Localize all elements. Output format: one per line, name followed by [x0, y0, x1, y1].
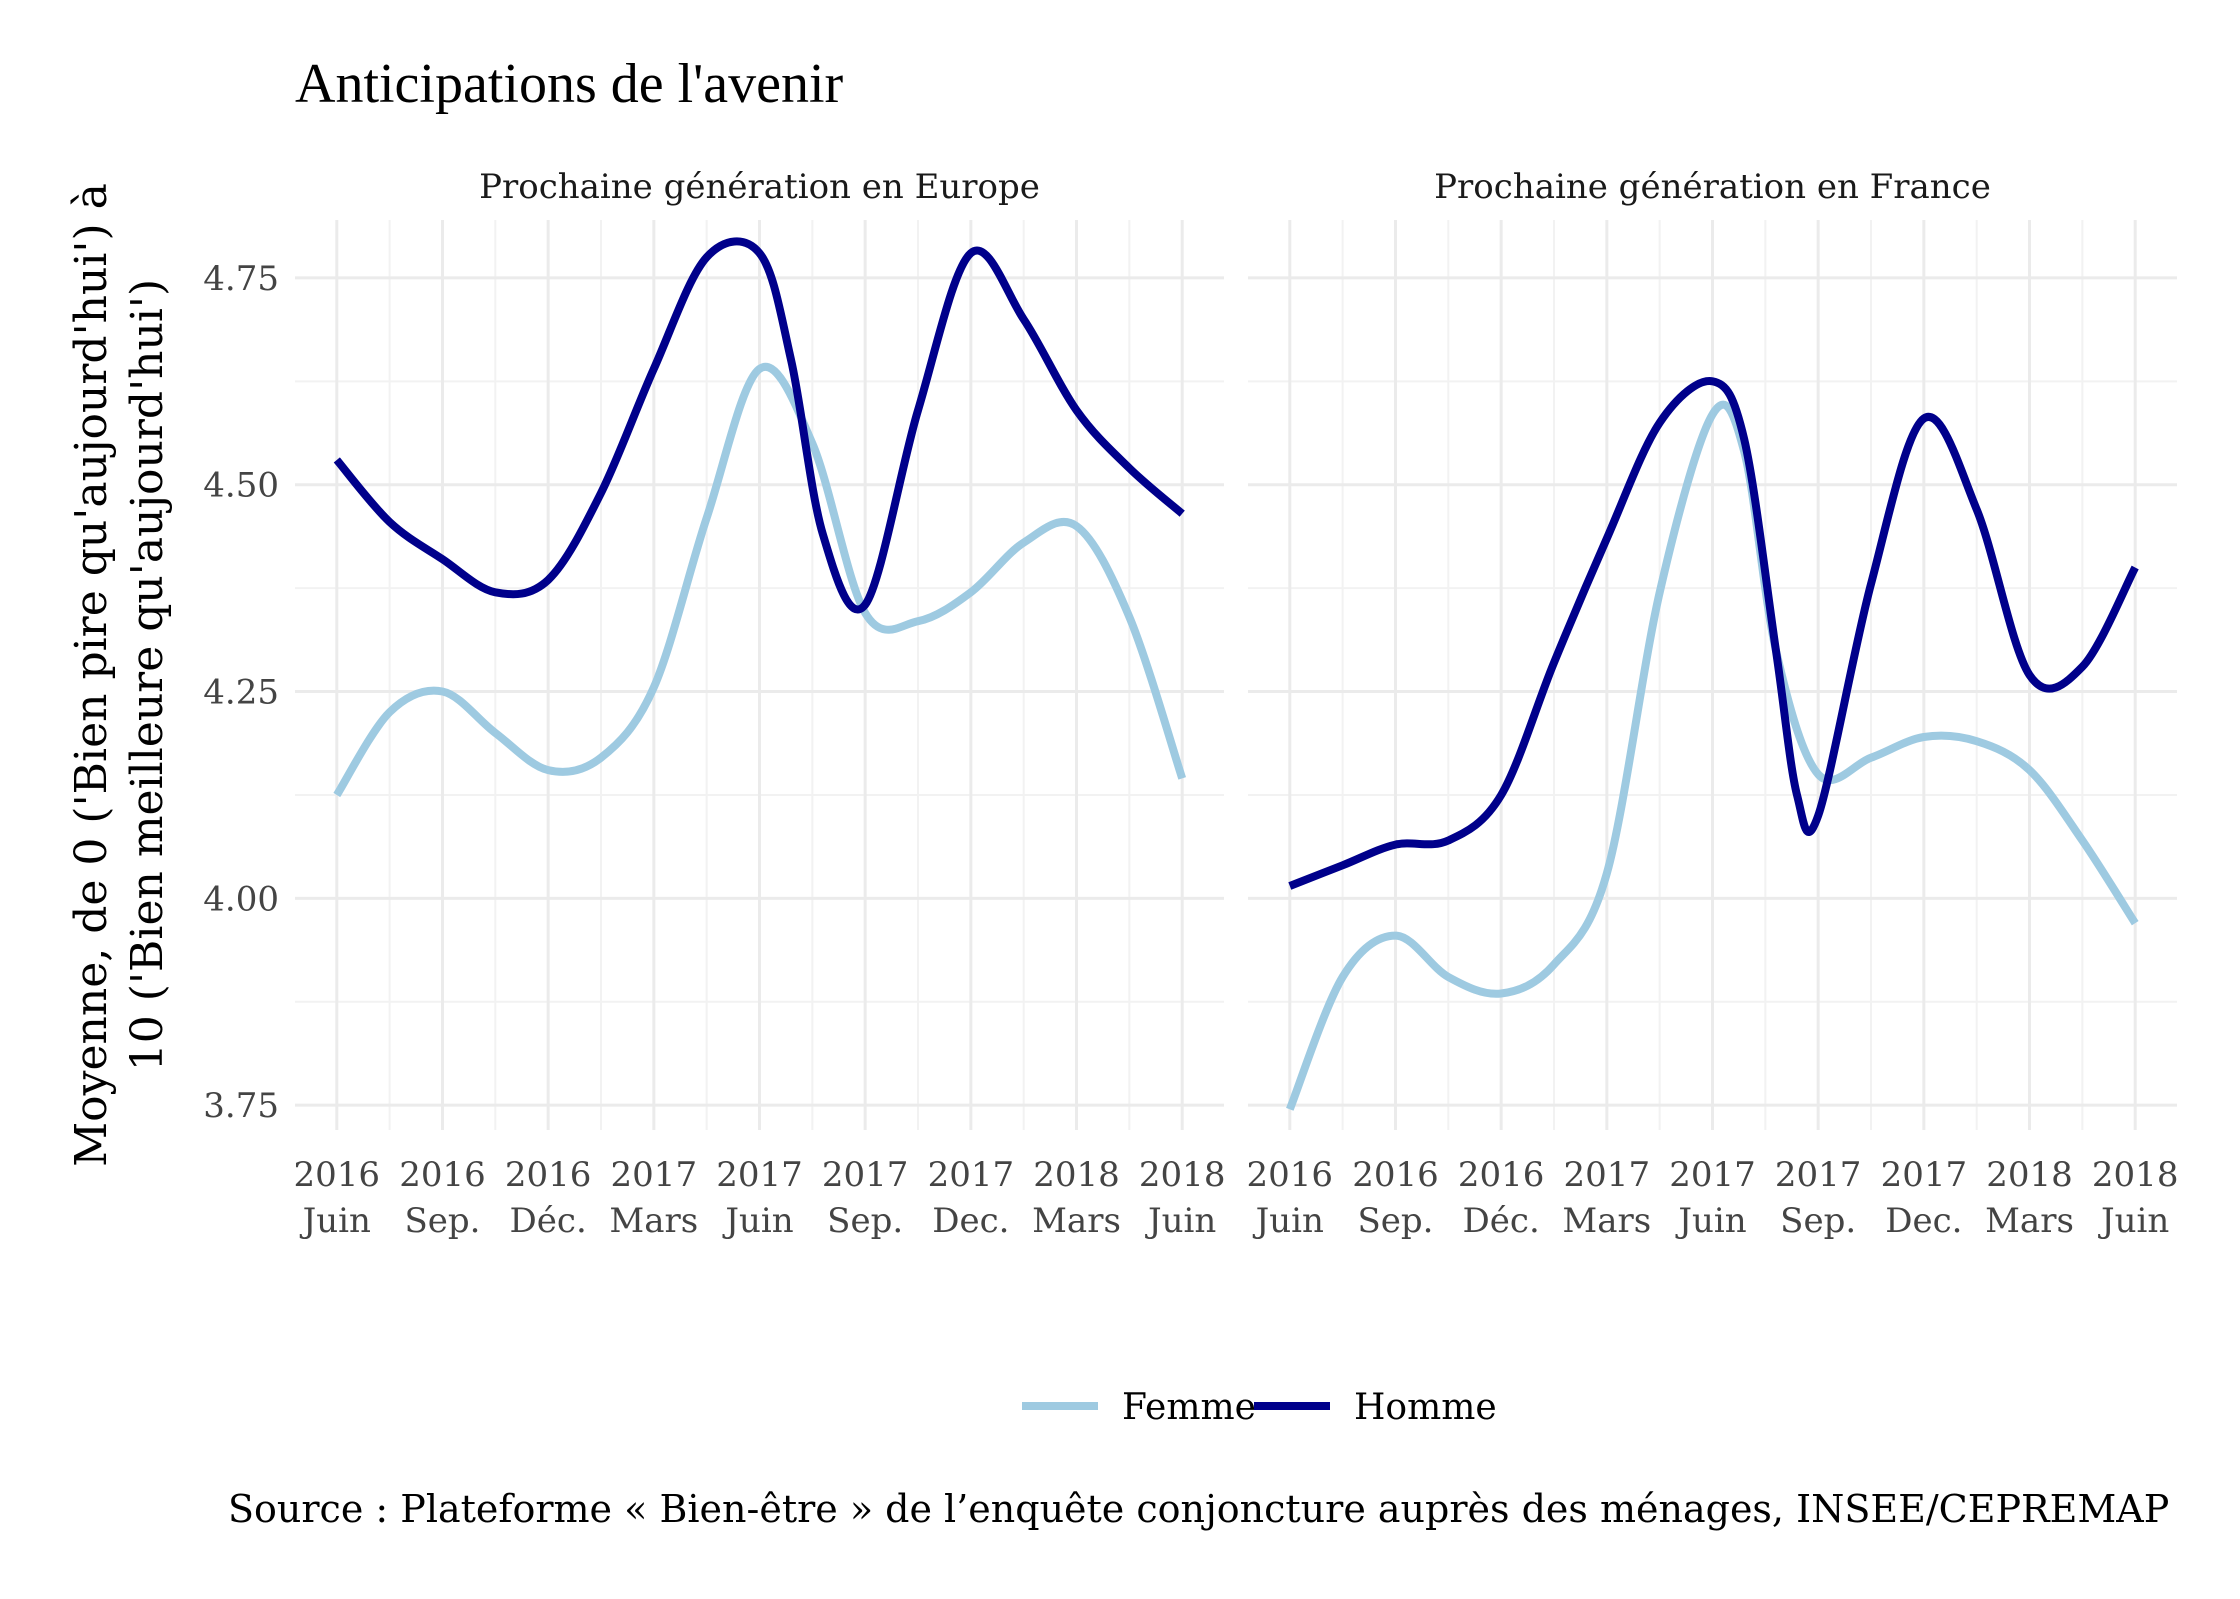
x-tick-label-month: Sep.	[404, 1201, 480, 1241]
panel-strip-title: Prochaine génération en Europe	[479, 167, 1040, 207]
y-axis-label-line: Moyenne, de 0 ('Bien pire qu'aujourd'hui…	[66, 183, 117, 1167]
source-caption: Source : Plateforme « Bien-être » de l’e…	[228, 1487, 2169, 1531]
panel-1: Prochaine génération en Europe 3.75 4.00 4.…	[203, 167, 1225, 1241]
x-tick-label-month: Déc.	[510, 1201, 587, 1241]
x-tick-label-year: 2017	[822, 1155, 909, 1195]
series-line-femme	[1286, 400, 2139, 1111]
x-tick-label-year: 2018	[1139, 1155, 1226, 1195]
x-tick-label-year: 2016	[1352, 1155, 1439, 1195]
legend-label-femme: Femme	[1122, 1387, 1256, 1428]
legend-label-homme: Homme	[1354, 1387, 1497, 1428]
y-tick-label: 4.25	[203, 673, 279, 713]
panels: Prochaine génération en Europe 3.75 4.00 4.…	[203, 167, 2178, 1241]
x-tick-label-month: Dec.	[932, 1201, 1009, 1241]
x-tick-label-month: Juin	[722, 1201, 793, 1241]
chart-title: Anticipations de l'avenir	[295, 53, 844, 115]
x-tick-label-month: Juin	[1145, 1201, 1216, 1241]
x-tick-label-year: 2016	[505, 1155, 592, 1195]
panel-strip-title: Prochaine génération en France	[1434, 167, 1991, 207]
x-tick-label-year: 2016	[294, 1155, 381, 1195]
x-tick-label-year: 2017	[1881, 1155, 1968, 1195]
y-axis-label-line: 10 ('Bien meilleure qu'aujourd'hui')	[122, 279, 173, 1071]
legend: Femme Homme	[1022, 1387, 1497, 1428]
y-axis-label: Moyenne, de 0 ('Bien pire qu'aujourd'hui…	[66, 183, 173, 1167]
x-tick-label-month: Sep.	[1780, 1201, 1856, 1241]
x-tick-label-month: Sep.	[827, 1201, 903, 1241]
x-tick-label-year: 2018	[1986, 1155, 2073, 1195]
x-tick-label-year: 2018	[2092, 1155, 2179, 1195]
series-line-homme	[1288, 377, 2139, 890]
x-tick-label-year: 2016	[399, 1155, 486, 1195]
panel-2: Prochaine génération en France 2016 Juin 20…	[1247, 167, 2179, 1241]
x-tick-label-year: 2018	[1033, 1155, 1120, 1195]
x-tick-label-month: Mars	[1032, 1201, 1121, 1241]
x-tick-label-month: Mars	[1562, 1201, 1651, 1241]
y-tick-label: 4.75	[203, 259, 279, 299]
y-tick-label: 3.75	[203, 1086, 279, 1126]
x-tick-label-year: 2017	[611, 1155, 698, 1195]
x-tick-label-month: Juin	[2098, 1201, 2169, 1241]
x-tick-label-year: 2016	[1458, 1155, 1545, 1195]
x-tick-label-year: 2017	[1669, 1155, 1756, 1195]
y-tick-label: 4.50	[203, 466, 279, 506]
series-line-homme	[333, 237, 1185, 614]
x-tick-label-month: Déc.	[1463, 1201, 1540, 1241]
x-tick-label-month: Dec.	[1885, 1201, 1962, 1241]
x-tick-label-month: Mars	[1985, 1201, 2074, 1241]
x-tick-label-year: 2017	[1775, 1155, 1862, 1195]
x-tick-label-month: Juin	[300, 1201, 371, 1241]
series-line-femme	[333, 362, 1187, 798]
x-tick-label-year: 2016	[1247, 1155, 1334, 1195]
x-tick-label-year: 2017	[716, 1155, 803, 1195]
x-tick-label-month: Juin	[1675, 1201, 1746, 1241]
x-tick-label-month: Sep.	[1357, 1201, 1433, 1241]
y-tick-label: 4.00	[203, 879, 279, 919]
x-tick-label-month: Mars	[609, 1201, 698, 1241]
x-tick-label-year: 2017	[928, 1155, 1015, 1195]
x-tick-label-year: 2017	[1564, 1155, 1651, 1195]
x-tick-label-month: Juin	[1253, 1201, 1324, 1241]
